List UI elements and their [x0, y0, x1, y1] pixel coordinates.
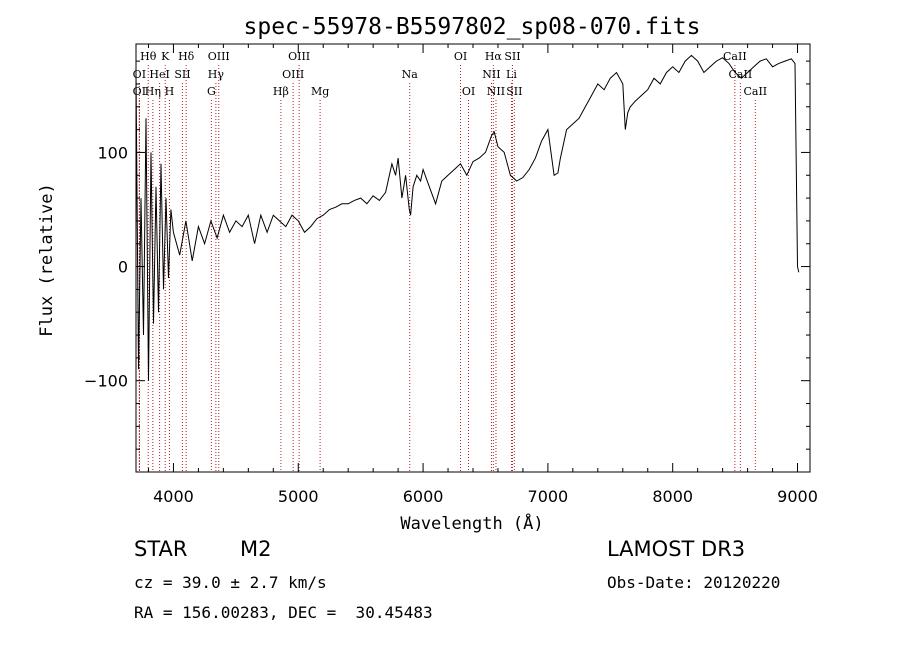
- line-label-lines_bottom-4: Hβ: [273, 85, 289, 98]
- redshift-cz: cz = 39.0 ± 2.7 km/s: [134, 573, 327, 592]
- x-tick-label-4: 8000: [652, 487, 693, 506]
- line-label-lines_mid-6: NII: [482, 68, 500, 81]
- line-label-lines_top-2: Hδ: [178, 50, 195, 63]
- line-label-lines_mid-7: Li: [506, 68, 517, 81]
- y-axis-label: Flux (relative): [37, 183, 57, 337]
- y-tick-label-2: 100: [97, 143, 128, 162]
- x-axis-ticks: 4000 5000 6000 7000 8000 9000: [147, 44, 818, 506]
- object-subclass: M2: [240, 537, 272, 561]
- line-label-lines_bottom-1: Hη: [145, 85, 161, 98]
- y-tick-label-1: 0: [118, 258, 128, 277]
- line-label-lines_mid-1: HeI: [149, 68, 169, 81]
- line-label-lines_top-4: OIII: [288, 50, 310, 63]
- line-label-lines_mid-2: SII: [174, 68, 190, 81]
- line-label-lines_bottom-3: G: [207, 85, 216, 98]
- line-label-lines_top-5: OI: [454, 50, 467, 63]
- spectrum-line: [135, 54, 800, 381]
- plot-frame: [135, 43, 811, 473]
- line-label-lines_top-3: OIII: [208, 50, 230, 63]
- line-label-lines_bottom-9: CaII: [743, 85, 767, 98]
- line-label-lines_mid-4: OIII: [282, 68, 304, 81]
- x-axis-label: Wavelength (Å): [400, 512, 543, 534]
- object-class: STAR: [134, 537, 188, 561]
- line-label-lines_top-7: SII: [504, 50, 520, 63]
- line-label-lines_bottom-5: Mg: [311, 85, 329, 98]
- chart-title: spec-55978-B5597802_sp08-070.fits: [244, 14, 701, 40]
- line-label-lines_top-8: CaII: [723, 50, 747, 63]
- y-tick-label-0: −100: [84, 372, 128, 391]
- line-label-lines_bottom-6: OI: [462, 85, 475, 98]
- line-label-lines_bottom-8: SII: [506, 85, 522, 98]
- observation-date: Obs-Date: 20120220: [607, 573, 781, 592]
- line-label-lines_mid-8: CaII: [729, 68, 753, 81]
- line-label-lines_bottom-2: H: [165, 85, 175, 98]
- x-tick-label-0: 4000: [153, 487, 194, 506]
- line-label-lines_top-1: K: [161, 50, 170, 63]
- x-tick-label-3: 7000: [528, 487, 569, 506]
- line-label-lines_bottom-7: NII: [487, 85, 505, 98]
- line-label-lines_mid-3: Hγ: [208, 68, 225, 81]
- line-label-lines_top-0: Hθ: [140, 50, 157, 63]
- x-tick-label-5: 9000: [777, 487, 818, 506]
- spectral-line-markers: [138, 65, 756, 472]
- line-label-lines_top-6: Hα: [485, 50, 503, 63]
- survey-name: LAMOST DR3: [607, 537, 746, 561]
- coordinates: RA = 156.00283, DEC = 30.45483: [134, 603, 433, 622]
- line-label-lines_mid-5: Na: [402, 68, 419, 81]
- x-tick-label-2: 6000: [403, 487, 444, 506]
- line-label-lines_mid-0: OI: [133, 68, 146, 81]
- y-axis-ticks: −100 0 100: [84, 60, 810, 450]
- x-tick-label-1: 5000: [278, 487, 319, 506]
